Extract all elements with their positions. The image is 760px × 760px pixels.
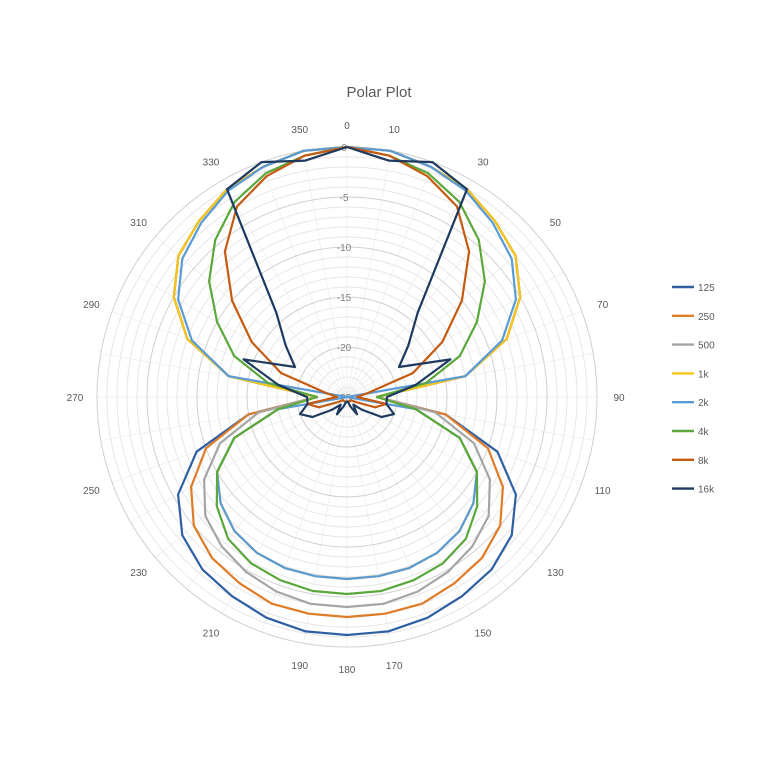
- angle-tick-label: 310: [130, 218, 147, 229]
- grid-spoke: [346, 150, 391, 398]
- grid-ring: [106, 156, 588, 638]
- angle-tick-label: 180: [339, 665, 356, 676]
- radial-tick-label: -5: [340, 193, 349, 204]
- angle-tick-label: 110: [595, 486, 611, 497]
- angle-tick-label: 70: [597, 300, 609, 311]
- grid-spoke: [155, 235, 348, 398]
- legend-label: 125: [698, 283, 715, 294]
- grid-spoke: [346, 396, 509, 589]
- angle-tick-label: 0: [344, 121, 350, 132]
- grid-ring: [196, 246, 498, 548]
- grid-ring: [256, 306, 438, 488]
- grid-spoke: [185, 396, 348, 589]
- angle-tick-label: 210: [203, 629, 220, 640]
- grid-ring: [156, 206, 538, 588]
- grid-spoke: [221, 180, 348, 398]
- polar-grid: [96, 146, 598, 648]
- grid-ring: [166, 216, 528, 578]
- series-line-2k: [177, 145, 518, 581]
- grid-spoke: [130, 396, 348, 523]
- grid-spoke: [346, 311, 583, 398]
- angle-tick-label: 10: [389, 125, 401, 136]
- grid-ring: [186, 236, 508, 558]
- angle-tick-label: 30: [477, 157, 489, 168]
- grid-ring: [286, 336, 408, 458]
- grid-ring: [236, 286, 458, 508]
- grid-spoke: [185, 205, 348, 398]
- radial-tick-label: -15: [337, 293, 352, 304]
- legend-label: 500: [698, 341, 715, 352]
- grid-ring: [326, 376, 368, 418]
- grid-spoke: [111, 311, 348, 398]
- grid-ring: [266, 316, 428, 478]
- legend-label: 8k: [698, 456, 710, 467]
- angle-tick-label: 270: [67, 393, 84, 404]
- angle-tick-label: 130: [547, 568, 564, 579]
- grid-ring: [246, 296, 448, 498]
- grid-ring: [146, 196, 548, 598]
- grid-ring: [216, 266, 478, 528]
- grid-spoke: [346, 396, 583, 483]
- legend-label: 250: [698, 312, 715, 323]
- grid-spoke: [346, 396, 473, 614]
- grid-ring: [206, 256, 488, 538]
- legend-label: 4k: [698, 427, 710, 438]
- radial-tick-label: -20: [337, 343, 352, 354]
- grid-spoke: [346, 396, 391, 644]
- angle-tick-label: 90: [613, 393, 625, 404]
- angle-tick-label: 230: [130, 568, 147, 579]
- angle-tick-label: 50: [550, 218, 562, 229]
- grid-ring: [296, 346, 398, 448]
- angle-tick-label: 330: [203, 157, 220, 168]
- grid-spoke: [261, 396, 348, 633]
- angle-tick-label: 170: [386, 661, 403, 672]
- grid-spoke: [346, 235, 539, 398]
- angle-tick-label: 350: [291, 125, 308, 136]
- grid-spoke: [261, 161, 348, 398]
- grid-spoke: [346, 271, 564, 398]
- grid-spoke: [346, 396, 564, 523]
- grid-ring: [226, 276, 468, 518]
- grid-spoke: [346, 161, 433, 398]
- grid-spoke: [111, 396, 348, 483]
- grid-ring: [276, 326, 418, 468]
- angle-tick-label: 290: [83, 300, 100, 311]
- grid-ring: [176, 226, 518, 568]
- series-line-4k: [208, 145, 486, 596]
- grid-spoke: [346, 205, 509, 398]
- grid-spoke: [130, 271, 348, 398]
- grid-spoke: [346, 396, 433, 633]
- angle-tick-label: 250: [83, 486, 100, 497]
- grid-spoke: [221, 396, 348, 614]
- angle-tick-labels: 0 10 30 50 70 90 110 130 150 170 180 190 210 230 250 27…: [67, 121, 625, 676]
- angle-tick-label: 190: [291, 661, 308, 672]
- radial-tick-labels: 0-5-10-15-20-25: [337, 143, 352, 404]
- legend-label: 2k: [698, 398, 710, 409]
- legend: 125 250 500 1k 2k 4k 8k 16k: [672, 283, 715, 496]
- radial-tick-label: -10: [337, 243, 352, 254]
- grid-spoke: [346, 180, 473, 398]
- angle-tick-label: 150: [475, 629, 492, 640]
- series-lines: [172, 145, 522, 637]
- grid-spoke: [303, 150, 348, 398]
- grid-ring: [116, 166, 578, 628]
- grid-spoke: [346, 396, 539, 559]
- chart-title: Polar Plot: [346, 84, 412, 101]
- legend-label: 1k: [698, 369, 710, 380]
- grid-spoke: [303, 396, 348, 644]
- series-line-16k: [225, 145, 469, 419]
- legend-label: 16k: [698, 485, 715, 496]
- grid-spoke: [155, 396, 348, 559]
